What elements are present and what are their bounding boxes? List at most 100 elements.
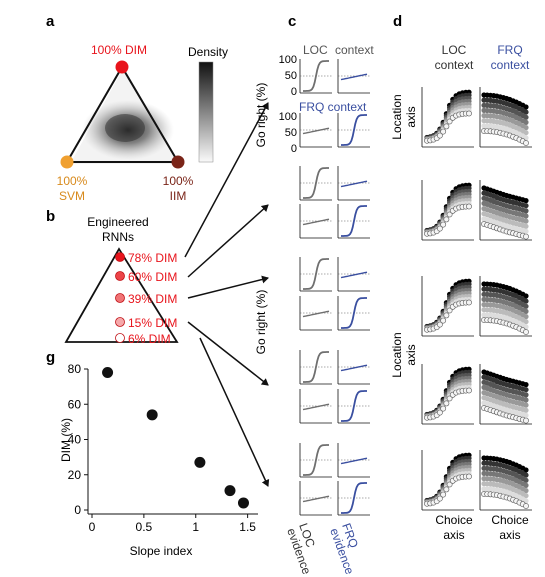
arrow-60 xyxy=(187,204,269,278)
rnn-item: 39% DIM xyxy=(115,292,177,306)
trajectory-plot xyxy=(421,87,474,148)
mini-plot xyxy=(299,113,332,148)
mini-plot xyxy=(337,113,370,148)
rnn-label: 60% DIM xyxy=(128,270,177,284)
iim-vertex-name: IIM xyxy=(170,189,187,203)
ytick-mid-100: 100 xyxy=(279,111,297,123)
d-ylabel-bottom-2: axis xyxy=(404,344,418,365)
data-point xyxy=(102,367,114,379)
y-tick-label: 40 xyxy=(68,433,82,447)
panel-label-g: g xyxy=(46,349,55,366)
x-tick-label: 0.5 xyxy=(136,520,153,534)
d-frq-col-1: FRQ xyxy=(497,43,522,57)
rnn-item: 78% DIM xyxy=(115,251,177,265)
psychometric-grid xyxy=(299,59,370,516)
mini-plot xyxy=(337,204,370,239)
arrow-15 xyxy=(187,321,269,386)
y-tick-label: 60 xyxy=(68,397,82,411)
engineered-title-line1: Engineered xyxy=(87,215,148,229)
rnn-item: 6% DIM xyxy=(115,332,171,346)
iim-vertex-pct: 100% xyxy=(163,174,194,188)
mini-plot xyxy=(299,296,332,331)
ytick-top-0: 0 xyxy=(291,86,297,98)
dim-vertex-label: 100% DIM xyxy=(91,43,147,57)
y-tick-label: 20 xyxy=(68,468,82,482)
frq-context-header: FRQ context xyxy=(299,100,367,114)
mini-plot xyxy=(337,257,370,292)
panel-label-b: b xyxy=(46,208,55,225)
rnn-item: 15% DIM xyxy=(115,316,177,330)
data-point xyxy=(146,409,158,421)
ytick-mid-0: 0 xyxy=(291,143,297,155)
x-axis-label: Slope index xyxy=(130,544,193,558)
arrow-39 xyxy=(187,275,269,299)
arrow-6 xyxy=(199,337,270,487)
mini-plot xyxy=(337,166,370,201)
x-tick-label: 0 xyxy=(89,520,96,534)
x-tick-label: 1.5 xyxy=(239,520,256,534)
trajectory-grid xyxy=(421,87,532,511)
trajectory-plot xyxy=(479,87,532,148)
rnn-marker xyxy=(115,271,125,281)
ternary-triangle xyxy=(65,65,180,163)
mini-plot xyxy=(337,350,370,385)
mini-plot xyxy=(299,481,332,516)
trajectory-plot xyxy=(479,364,532,425)
svm-vertex-marker xyxy=(60,155,74,169)
trajectory-plot xyxy=(421,276,474,337)
mini-plot xyxy=(299,443,332,478)
trajectory-plot xyxy=(421,450,474,511)
dim-vertex-marker xyxy=(115,60,129,74)
mini-plot xyxy=(337,443,370,478)
panel-c: c LOC context FRQ context Go right (%) G… xyxy=(254,13,374,576)
arrow-78 xyxy=(184,102,269,258)
rnn-label: 39% DIM xyxy=(128,292,177,306)
colorbar-label: Density xyxy=(188,45,228,59)
ytick-mid-50: 50 xyxy=(285,127,297,139)
mini-plot xyxy=(299,204,332,239)
rnn-marker xyxy=(115,333,125,343)
loc-context-header-a: LOC xyxy=(303,43,328,57)
trajectory-plot xyxy=(479,450,532,511)
d-loc-col-2: context xyxy=(435,58,474,72)
rnn-marker xyxy=(115,252,125,262)
d-ylabel-top-1: Location xyxy=(390,94,404,139)
d-xlabel-loc-2: axis xyxy=(443,528,464,542)
y-tick-label: 80 xyxy=(68,362,82,376)
rnn-item: 60% DIM xyxy=(115,270,177,284)
mini-plot xyxy=(337,59,370,94)
mini-plot xyxy=(299,257,332,292)
y-axis-label: DIM (%) xyxy=(59,418,73,462)
mini-plot xyxy=(299,389,332,424)
panel-b: b Engineered RNNs 78% DIM 60% DIM 39% DI… xyxy=(46,208,179,346)
rnn-list: 78% DIM 60% DIM 39% DIM 15% DIM 6% DIM xyxy=(115,251,177,346)
trajectory-plot xyxy=(421,364,474,425)
y-tick-label: 0 xyxy=(74,503,81,517)
panel-label-c: c xyxy=(288,13,296,30)
trajectory-plot xyxy=(421,180,474,241)
trajectory-plot xyxy=(479,276,532,337)
mini-plot xyxy=(337,296,370,331)
svm-vertex-pct: 100% xyxy=(57,174,88,188)
mini-plot xyxy=(337,389,370,424)
rnn-marker xyxy=(115,317,125,327)
panel-label-a: a xyxy=(46,13,55,30)
panel-d: d LOC context FRQ context Location axis … xyxy=(390,13,532,542)
d-loc-col-1: LOC xyxy=(442,43,467,57)
panel-a: a 100% DIM 100% SVM 100% IIM Density xyxy=(46,13,228,203)
rnn-marker xyxy=(115,293,125,303)
scatter-chart: 0 20 40 60 80 0 0.5 1 1.5 xyxy=(68,362,258,534)
d-xlabel-frq-2: axis xyxy=(499,528,520,542)
d-ylabel-top-2: axis xyxy=(404,106,418,127)
panel-label-d: d xyxy=(393,13,402,30)
d-ylabel-bottom-1: Location xyxy=(390,332,404,377)
density-blob-inner xyxy=(105,114,145,142)
ytick-top-100: 100 xyxy=(279,54,297,66)
mini-plot xyxy=(337,481,370,516)
trajectory-plot xyxy=(479,180,532,241)
mini-plot xyxy=(299,59,332,94)
x-tick-label: 1 xyxy=(192,520,199,534)
engineered-title-line2: RNNs xyxy=(102,230,134,244)
loc-context-header-b: context xyxy=(335,43,374,57)
